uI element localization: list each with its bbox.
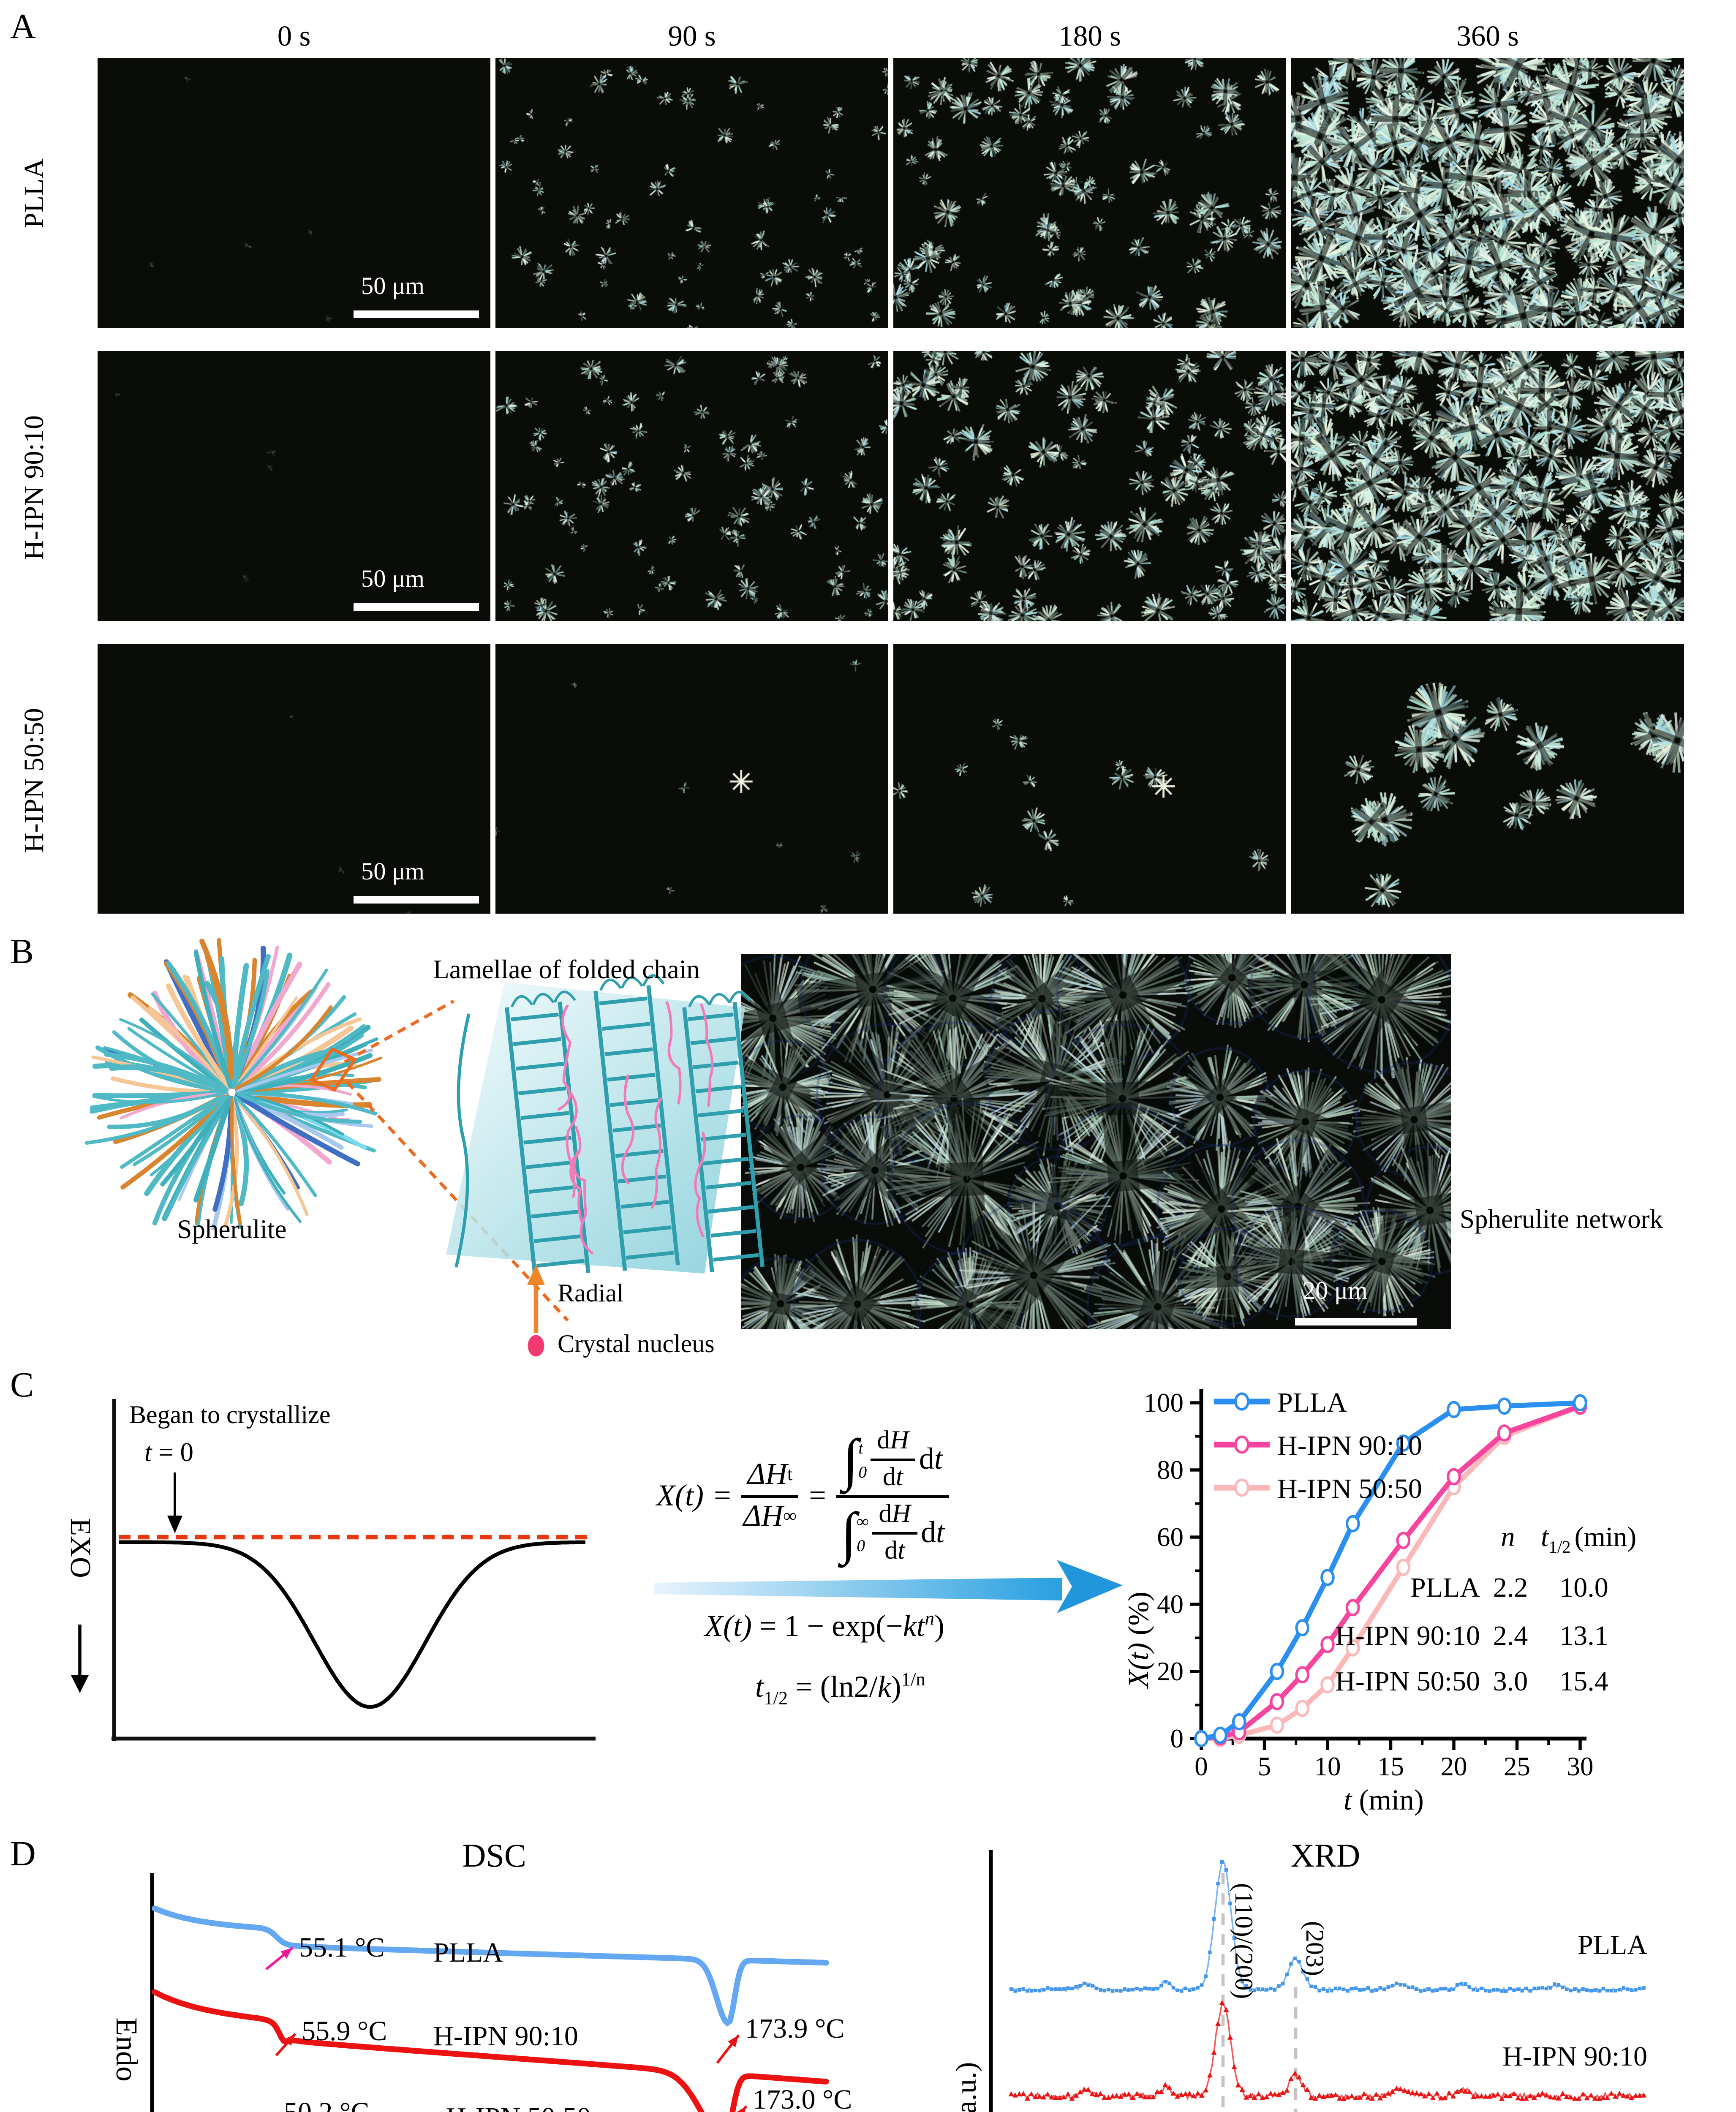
tg-hipn5050: 50.2 °C (284, 2096, 370, 2112)
dsc-title: DSC (462, 1837, 526, 1874)
scalebar-row3 (354, 896, 479, 903)
table-row1-thalf: 10.0 (1559, 1571, 1608, 1603)
network-scalebar (1295, 1318, 1417, 1325)
micrograph-h-ipn-90-10-90s (495, 351, 888, 621)
radial-label: Radial (558, 1280, 624, 1308)
crystallize-annotation: Began to crystallize (129, 1402, 331, 1429)
tm-plla: 173.9 °C (745, 2012, 845, 2044)
xrd-peak-label-110-200: (110)/(200) (1229, 1883, 1257, 1999)
eq1-eq: = (713, 1479, 731, 1513)
table-row3-label: H-IPN 50:50 (1335, 1665, 1480, 1697)
col-header-180s: 180 s (1058, 20, 1121, 52)
dsc-label-plla: PLLA (433, 1936, 503, 1968)
exo-axis-label: EXO (65, 1518, 96, 1578)
panel-b-letter: B (10, 933, 34, 972)
nucleus-label: Crystal nucleus (558, 1331, 715, 1358)
col-header-360s: 360 s (1456, 20, 1519, 52)
dsc-label-hipn9010: H-IPN 90:10 (433, 2020, 578, 2052)
panel-d-letter: D (10, 1835, 36, 1874)
avrami-xtick-25: 25 (1504, 1752, 1530, 1781)
dsc-label-hipn5050: H-IPN 50:50 (446, 2101, 591, 2112)
scalebar-label-row1: 50 μm (361, 274, 424, 300)
spherulite-schematic (84, 938, 569, 1322)
table-row1-n: 2.2 (1493, 1571, 1528, 1603)
table-header-n: n (1501, 1521, 1515, 1552)
table-row3-n: 3.0 (1493, 1665, 1528, 1697)
lamellae-caption: Lamellae of folded chain (433, 954, 700, 985)
avrami-xtick-15: 15 (1377, 1752, 1404, 1781)
spherulite-caption: Spherulite (177, 1214, 287, 1244)
xrd-ylabel: Intensity (a.u.) (950, 2062, 984, 2112)
table-row2-label: H-IPN 90:10 (1335, 1619, 1480, 1651)
spherulite-network-micrograph (741, 954, 1451, 1329)
eq1-lhs: X(t) (656, 1479, 704, 1513)
micrograph-h-ipn-50-50-360s (1291, 644, 1684, 914)
eq1-eq2: = (809, 1479, 826, 1513)
avrami-ytick-60: 60 (1157, 1522, 1184, 1552)
micrograph-h-ipn-50-50-0s (98, 644, 490, 914)
avrami-xtick-0: 0 (1195, 1752, 1208, 1781)
micrograph-h-ipn-90-10-0s (98, 351, 490, 621)
row-label-hipn9010: H-IPN 90:10 (18, 415, 49, 560)
avrami-xtick-20: 20 (1441, 1752, 1467, 1781)
scalebar-row2 (354, 603, 479, 610)
panel-a-letter: A (10, 8, 36, 47)
scalebar-row1 (354, 310, 479, 318)
xrd-label-plla: PLLA (1578, 1929, 1647, 1960)
avrami-ytick-80: 80 (1157, 1455, 1184, 1485)
tm-hipn9010: 173.0 °C (753, 2083, 852, 2112)
equation-halftime: t1/2 = (ln2/k)1/n (755, 1670, 925, 1709)
xrd-label-hipn9010: H-IPN 90:10 (1502, 2040, 1647, 2072)
micrograph-h-ipn-50-50-180s (893, 644, 1286, 914)
avrami-ytick-100: 100 (1144, 1388, 1184, 1418)
legend-hipn5050: H-IPN 50:50 (1277, 1472, 1422, 1504)
xrd-title: XRD (1290, 1837, 1361, 1874)
network-caption: Spherulite network (1460, 1204, 1663, 1234)
legend-hipn9010: H-IPN 90:10 (1277, 1429, 1422, 1461)
flow-arrow (654, 1560, 1123, 1613)
avrami-xtick-10: 10 (1314, 1752, 1341, 1781)
table-row1-label: PLLA (1410, 1571, 1480, 1603)
row-label-hipn5050: H-IPN 50:50 (18, 708, 49, 853)
network-scalebar-label: 20 μm (1303, 1277, 1368, 1305)
table-header-thalf: t1/2 (min) (1541, 1521, 1637, 1557)
xrd-peak-label-203: (203) (1300, 1921, 1328, 1976)
panel-c-letter: C (10, 1366, 34, 1405)
dsc-chart: 255075100125150175200 (150, 1873, 829, 2112)
scalebar-label-row2: 50 μm (361, 566, 424, 593)
micrograph-h-ipn-50-50-90s (495, 644, 888, 914)
table-row3-thalf: 15.4 (1559, 1665, 1608, 1697)
dsc-trace-h-ipn-90-10 (152, 1989, 829, 2112)
t0-annotation: t = 0 (144, 1437, 194, 1467)
legend-plla: PLLA (1277, 1386, 1347, 1418)
table-row2-n: 2.4 (1493, 1619, 1528, 1651)
col-header-90s: 90 s (668, 20, 716, 52)
micrograph-h-ipn-90-10-360s (1291, 351, 1684, 621)
avrami-ytick-0: 0 (1170, 1724, 1184, 1753)
micrograph-plla-90s (495, 58, 888, 328)
avrami-xtick-30: 30 (1567, 1752, 1594, 1781)
avrami-ytick-20: 20 (1157, 1657, 1184, 1686)
micrograph-plla-180s (893, 58, 1286, 328)
endo-axis-label: Endo (109, 2017, 142, 2082)
micrograph-h-ipn-90-10-180s (893, 351, 1286, 621)
table-row2-thalf: 13.1 (1559, 1619, 1608, 1651)
avrami-xlabel: t (min) (1344, 1784, 1424, 1816)
micrograph-plla-0s (98, 58, 490, 328)
scalebar-label-row3: 50 μm (361, 859, 424, 886)
equation-avrami: X(t) = 1 − exp(−ktn) (705, 1609, 944, 1644)
avrami-ytick-40: 40 (1157, 1589, 1184, 1619)
avrami-xtick-5: 5 (1258, 1752, 1271, 1781)
tg-hipn9010: 55.9 °C (302, 2015, 387, 2047)
row-label-plla: PLLA (18, 158, 49, 228)
col-header-0s: 0 s (277, 20, 311, 52)
tg-plla: 55.1 °C (299, 1931, 385, 1963)
avrami-ylabel: X(t) (%) (1123, 1592, 1154, 1688)
eq1-dh-fraction: ΔH t ΔH ∞ (741, 1459, 799, 1535)
micrograph-plla-360s (1291, 58, 1684, 328)
